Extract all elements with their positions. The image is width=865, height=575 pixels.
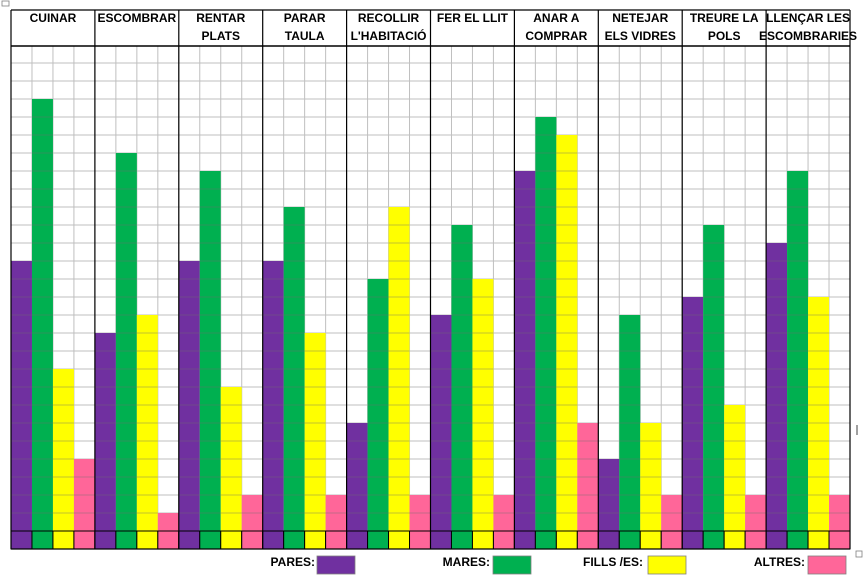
series-swatch-cell [262,530,285,550]
series-swatch-cell [94,530,117,550]
series-swatch-cell [136,530,159,550]
bars [10,99,851,550]
series-swatch-cell [178,530,201,550]
category-label: RECOLLIR [358,11,420,25]
category-label: ESCOMBRAR [98,11,177,25]
category-labels: CUINAR ESCOMBRAR RENTAR PLATS PARAR TAULA RECO… [30,11,857,43]
category-label: TREURE LA [690,11,759,25]
series-swatch-cell [702,530,725,550]
bar [703,225,725,531]
series-swatch-cell [10,530,33,550]
series-swatch-cell [786,530,809,550]
category-label: ANAR A [533,11,580,25]
category-label: FER EL LLIT [437,11,509,25]
category-label: CUINAR [30,11,77,25]
bar [451,225,473,531]
category-label: NETEJAR [612,11,668,25]
category-label: ELS VIDRES [605,29,676,43]
series-swatch-cell [388,530,411,550]
bar [157,513,179,531]
series-swatch-cell [241,530,264,550]
series-swatch-cell [597,530,620,550]
legend-swatch [492,555,532,575]
legend-swatch [807,555,847,575]
category-label: RENTAR [196,11,245,25]
series-swatch-cell [450,530,473,550]
bar [115,153,137,531]
series-swatch-cell [555,530,578,550]
series-swatch-cell [199,530,222,550]
series-swatch-cell [534,530,557,550]
series-swatch-cell [73,530,96,550]
category-label: POLS [708,29,741,43]
bar [262,261,284,531]
bar [11,261,32,531]
category-label: COMPRAR [525,29,587,43]
series-swatch-cell [283,530,306,550]
category-label: TAULA [285,29,325,43]
category-label: LLENÇAR LES [766,11,850,25]
series-swatch-cell [492,530,515,550]
anchor-icon [1,0,10,7]
legend-swatch [316,555,356,575]
legend-label: MARES: [443,555,490,569]
series-swatch-cell [31,530,54,550]
series-swatch-cell [325,530,348,550]
series-swatch-cell [304,530,327,550]
series-swatch-cell [115,530,138,550]
category-label: PARAR [284,11,326,25]
series-swatch-cell [430,530,452,550]
bar [52,369,74,531]
series-swatch-cell [828,530,851,550]
series-swatch-cell [576,530,599,550]
series-swatch-cell [723,530,746,550]
legend-label: FILLS /ES: [583,555,643,569]
series-swatch-cell [744,530,767,550]
series-swatch-cell [681,530,704,550]
bar [94,333,116,531]
bar [808,297,830,531]
series-swatch-cell [367,530,390,550]
bar [724,405,746,531]
bar [535,117,557,531]
series-swatch-cell [346,530,369,550]
series-swatch-cell [52,530,75,550]
series-swatch-cell [409,530,431,550]
legend-label: PARES: [271,555,315,569]
series-swatch-cell [157,530,180,550]
series-swatch-cell [220,530,243,550]
series-swatch-cell [618,530,641,550]
legend: PARES: MARES: FILLS /ES: ALTRES: [271,555,847,575]
series-swatch-cell [639,530,662,550]
series-swatch-cell [513,530,536,550]
bar [682,297,704,531]
resize-handle-icon [855,550,863,558]
series-swatch-cell [765,530,788,550]
series-swatch-cell [807,530,830,550]
bar [178,261,200,531]
category-label: PLATS [202,29,240,43]
category-label: L'HABITACIÓ [351,28,427,43]
legend-label: ALTRES: [754,555,805,569]
bar [304,333,326,531]
series-swatch-cell [660,530,683,550]
category-label: ESCOMBRARIES [759,29,857,43]
legend-swatch [647,555,687,575]
series-swatch-cell [471,530,494,550]
